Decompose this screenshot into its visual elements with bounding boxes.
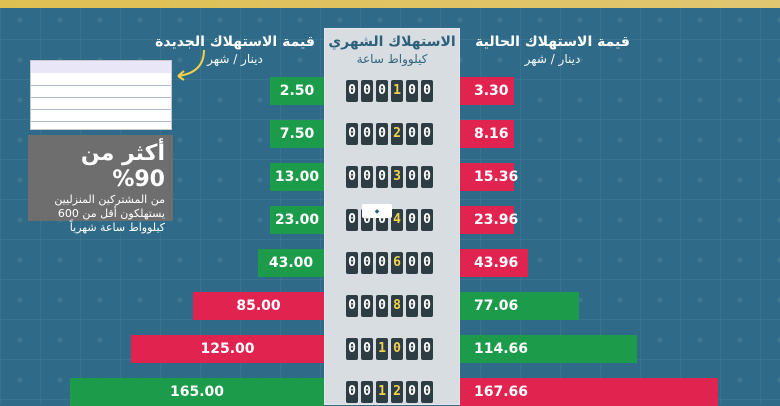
meter-digit: 0 <box>421 252 433 274</box>
meter-digit: 0 <box>361 295 373 317</box>
meter-digit: 0 <box>421 123 433 145</box>
meter-digit: 0 <box>406 166 418 188</box>
mini-table-header <box>31 61 171 73</box>
current-consumption-unit: دينار / شهر <box>524 52 581 66</box>
meter-digit: 0 <box>361 80 373 102</box>
current-consumption-title: قيمة الاستهلاك الحالية <box>475 34 630 50</box>
info-note: أكثر من 90% من المشتركين المنزليين يستهل… <box>28 135 173 234</box>
meter-digit: 0 <box>376 80 388 102</box>
meter-digit: 0 <box>421 295 433 317</box>
bar-current-800: 77.06 <box>460 292 579 320</box>
meter-digit: 0 <box>376 123 388 145</box>
meter-digit: 1 <box>391 80 403 102</box>
new-consumption-header: قيمة الاستهلاك الجديدة دينار / شهر <box>150 33 320 67</box>
meter-digit: 0 <box>406 209 418 231</box>
meter-digit: 0 <box>406 123 418 145</box>
mini-table-row <box>31 121 171 122</box>
pointer-arrow-icon <box>177 49 205 81</box>
logo-icon: ◆ <box>362 204 392 218</box>
meter-digit: 0 <box>406 295 418 317</box>
bar-new-300: 13.00 <box>270 163 324 191</box>
bar-current-600: 43.96 <box>460 249 528 277</box>
bar-new-1200: 165.00 <box>70 378 324 406</box>
meter-digit: 0 <box>406 80 418 102</box>
meter-digit: 4 <box>391 209 403 231</box>
bar-current-1000: 114.66 <box>460 335 637 363</box>
meter-digit: 0 <box>391 338 403 360</box>
bar-current-100: 3.30 <box>460 77 514 105</box>
meter-digit: 0 <box>421 209 433 231</box>
meter-digit: 0 <box>346 209 358 231</box>
meter-digit: 0 <box>346 338 358 360</box>
meter-digit: 0 <box>346 295 358 317</box>
meter-digit: 3 <box>391 166 403 188</box>
meter-digit: 0 <box>406 252 418 274</box>
info-note-big: أكثر من 90% <box>80 141 165 192</box>
mini-table-row <box>31 97 171 98</box>
meter-digit: 0 <box>361 166 373 188</box>
bar-current-200: 8.16 <box>460 120 514 148</box>
meter-digit: 0 <box>421 338 433 360</box>
meter-digit: 0 <box>346 166 358 188</box>
meter-digit: 0 <box>421 166 433 188</box>
meter-digit: 2 <box>391 381 403 403</box>
meter-digit: 0 <box>361 123 373 145</box>
meter-digit: 0 <box>346 80 358 102</box>
mini-table-row <box>31 109 171 110</box>
meter-digit: 1 <box>376 338 388 360</box>
bar-new-400: 23.00 <box>270 206 324 234</box>
top-strip <box>0 0 780 8</box>
meter-digit: 0 <box>376 252 388 274</box>
new-consumption-title: قيمة الاستهلاك الجديدة <box>155 34 315 50</box>
meter-digit: 0 <box>346 252 358 274</box>
bar-new-1000: 125.00 <box>131 335 324 363</box>
meter-digit: 0 <box>361 338 373 360</box>
meter-digit: 0 <box>361 252 373 274</box>
meter-digit: 0 <box>376 166 388 188</box>
meter-digit: 0 <box>421 80 433 102</box>
info-note-line-3: كيلوواط ساعة شهرياً <box>69 221 165 234</box>
meter-digit: 0 <box>421 381 433 403</box>
meter-digit: 1 <box>376 381 388 403</box>
meter-digit: 0 <box>346 381 358 403</box>
new-consumption-unit: دينار / شهر <box>207 52 263 66</box>
bar-new-200: 7.50 <box>270 120 324 148</box>
current-consumption-header: قيمة الاستهلاك الحالية دينار / شهر <box>465 33 640 67</box>
meter-digit: 0 <box>361 381 373 403</box>
monthly-consumption-unit: كيلوواط ساعة <box>356 52 428 66</box>
bar-current-1200: 167.66 <box>460 378 718 406</box>
bar-new-600: 43.00 <box>258 249 324 277</box>
meter-digit: 8 <box>391 295 403 317</box>
meter-digit: 6 <box>391 252 403 274</box>
meter-digit: 0 <box>406 338 418 360</box>
bar-current-400: 23.96 <box>460 206 518 234</box>
mini-table-illustration <box>30 60 172 130</box>
monthly-consumption-header: الاستهلاك الشهري كيلوواط ساعة <box>324 33 460 67</box>
meter-digit: 0 <box>346 123 358 145</box>
info-note-line-1: من المشتركين المنزليين <box>54 193 165 206</box>
bar-new-800: 85.00 <box>193 292 324 320</box>
bar-new-100: 2.50 <box>270 77 324 105</box>
meter-digit: 0 <box>376 295 388 317</box>
bar-current-300: 15.36 <box>460 163 518 191</box>
info-note-line-2: يستهلكون أقل من 600 <box>57 207 165 220</box>
monthly-consumption-title: الاستهلاك الشهري <box>328 34 456 50</box>
meter-digit: 2 <box>391 123 403 145</box>
meter-digit: 0 <box>406 381 418 403</box>
mini-table-row <box>31 85 171 86</box>
